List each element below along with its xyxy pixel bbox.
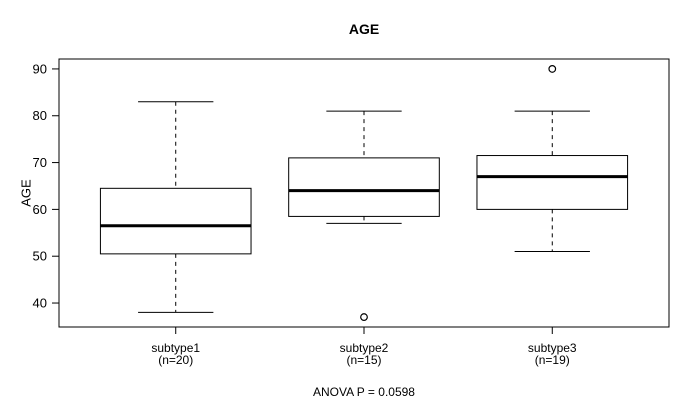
x-category-label: subtype3 <box>528 341 577 355</box>
x-category-label: subtype2 <box>340 341 389 355</box>
y-tick-label: 50 <box>33 249 47 264</box>
iqr-box <box>476 155 629 210</box>
anova-caption: ANOVA P = 0.0598 <box>313 385 415 399</box>
iqr-box <box>288 157 440 217</box>
x-category-label: subtype1 <box>151 341 200 355</box>
y-tick-label: 70 <box>33 155 47 170</box>
y-tick-label: 60 <box>33 202 47 217</box>
outlier-point <box>360 313 368 321</box>
x-category-sublabel: (n=20) <box>158 353 193 367</box>
x-category-sublabel: (n=15) <box>346 353 381 367</box>
chart-title: AGE <box>348 21 380 37</box>
y-tick-label: 40 <box>33 296 47 311</box>
plot-frame <box>58 58 670 328</box>
outlier-point <box>548 65 557 73</box>
iqr-box <box>99 187 252 255</box>
y-tick-label: 80 <box>33 108 47 123</box>
x-category-sublabel: (n=19) <box>535 353 570 367</box>
y-tick-label: 90 <box>33 61 47 76</box>
